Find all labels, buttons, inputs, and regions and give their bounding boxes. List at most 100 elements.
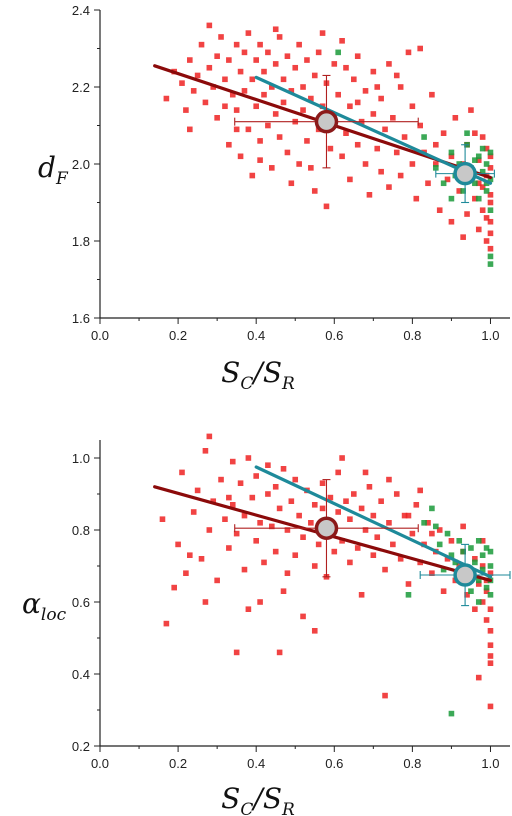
red-point xyxy=(253,538,259,544)
red-point xyxy=(257,41,263,48)
red-point xyxy=(429,570,435,576)
red-point xyxy=(378,498,384,504)
red-point xyxy=(487,218,494,225)
red-point xyxy=(190,88,197,94)
red-point xyxy=(397,556,404,562)
red-point xyxy=(276,34,283,40)
red-point xyxy=(327,145,334,152)
green-point xyxy=(483,584,490,591)
red-point xyxy=(425,520,431,526)
red-point xyxy=(487,153,494,160)
red-point xyxy=(241,566,248,573)
red-point xyxy=(237,153,244,160)
red-point xyxy=(409,530,416,537)
red-point xyxy=(487,192,494,198)
red-point xyxy=(241,88,248,94)
green-point xyxy=(483,161,490,167)
red-point xyxy=(487,230,494,237)
red-point xyxy=(362,161,369,167)
red-point xyxy=(370,68,377,75)
red-point xyxy=(475,674,482,681)
red-point xyxy=(417,122,423,129)
red-point xyxy=(479,599,486,605)
x-tick-label: 0.6 xyxy=(325,756,343,771)
red-point xyxy=(460,234,466,240)
green-point xyxy=(433,165,439,171)
red-point xyxy=(194,72,201,79)
green-point xyxy=(433,523,439,530)
red-point xyxy=(276,134,283,140)
red-point xyxy=(163,95,170,102)
red-point xyxy=(374,84,381,90)
x-tick-label: 0.2 xyxy=(169,328,187,343)
x-axis-title-alpha-loc: SC/SR xyxy=(221,782,295,816)
red-point xyxy=(483,588,490,594)
red-point xyxy=(206,64,213,71)
green-point xyxy=(475,153,482,160)
green-point xyxy=(479,145,486,152)
red-point xyxy=(233,41,240,48)
centroid-red-marker xyxy=(314,516,339,540)
red-point xyxy=(296,161,302,167)
red-point xyxy=(370,111,377,117)
red-point xyxy=(487,606,494,612)
red-point xyxy=(214,577,220,584)
red-point xyxy=(386,476,392,483)
red-point xyxy=(487,653,494,659)
red-point xyxy=(448,218,455,225)
green-point xyxy=(405,592,412,598)
red-point xyxy=(187,126,193,133)
red-point xyxy=(202,599,209,605)
red-point xyxy=(354,99,361,106)
y-tick-label: 1.6 xyxy=(72,311,90,326)
green-point xyxy=(429,505,435,512)
red-point xyxy=(382,126,388,133)
red-point xyxy=(179,80,185,86)
red-point xyxy=(483,238,490,244)
red-point xyxy=(347,516,353,522)
x-tick-label: 0.0 xyxy=(91,328,109,343)
red-point xyxy=(335,509,341,515)
red-point xyxy=(366,192,373,198)
y-tick-label: 1.8 xyxy=(72,234,90,249)
red-point xyxy=(354,141,361,148)
red-point xyxy=(300,84,306,90)
x-tick-label: 0.8 xyxy=(403,756,421,771)
red-point xyxy=(487,245,494,252)
red-point xyxy=(347,176,353,183)
green-point xyxy=(479,552,486,558)
red-point xyxy=(479,563,486,569)
red-point xyxy=(409,161,416,167)
red-point xyxy=(358,592,365,598)
green-point xyxy=(460,548,466,555)
red-point xyxy=(397,84,404,90)
red-point xyxy=(339,38,345,44)
red-point xyxy=(362,527,369,533)
red-point xyxy=(269,165,275,171)
green-point xyxy=(479,168,486,175)
red-point xyxy=(319,480,326,486)
red-point xyxy=(393,149,400,156)
red-point xyxy=(304,57,310,63)
red-point xyxy=(265,122,271,129)
red-point xyxy=(413,502,420,508)
red-point xyxy=(257,157,263,163)
red-point xyxy=(183,570,189,576)
red-point xyxy=(265,462,271,468)
red-point xyxy=(300,107,306,113)
red-point xyxy=(218,476,224,483)
red-point xyxy=(222,516,228,522)
red-point xyxy=(163,620,170,627)
red-point xyxy=(475,581,482,587)
red-point xyxy=(190,509,197,515)
green-point xyxy=(460,188,466,194)
red-point xyxy=(198,41,205,48)
red-point xyxy=(354,545,361,551)
red-point xyxy=(487,165,494,171)
red-point xyxy=(276,649,283,656)
red-point xyxy=(210,84,217,90)
red-point xyxy=(315,49,322,56)
red-point xyxy=(362,88,369,94)
red-point xyxy=(249,76,256,83)
